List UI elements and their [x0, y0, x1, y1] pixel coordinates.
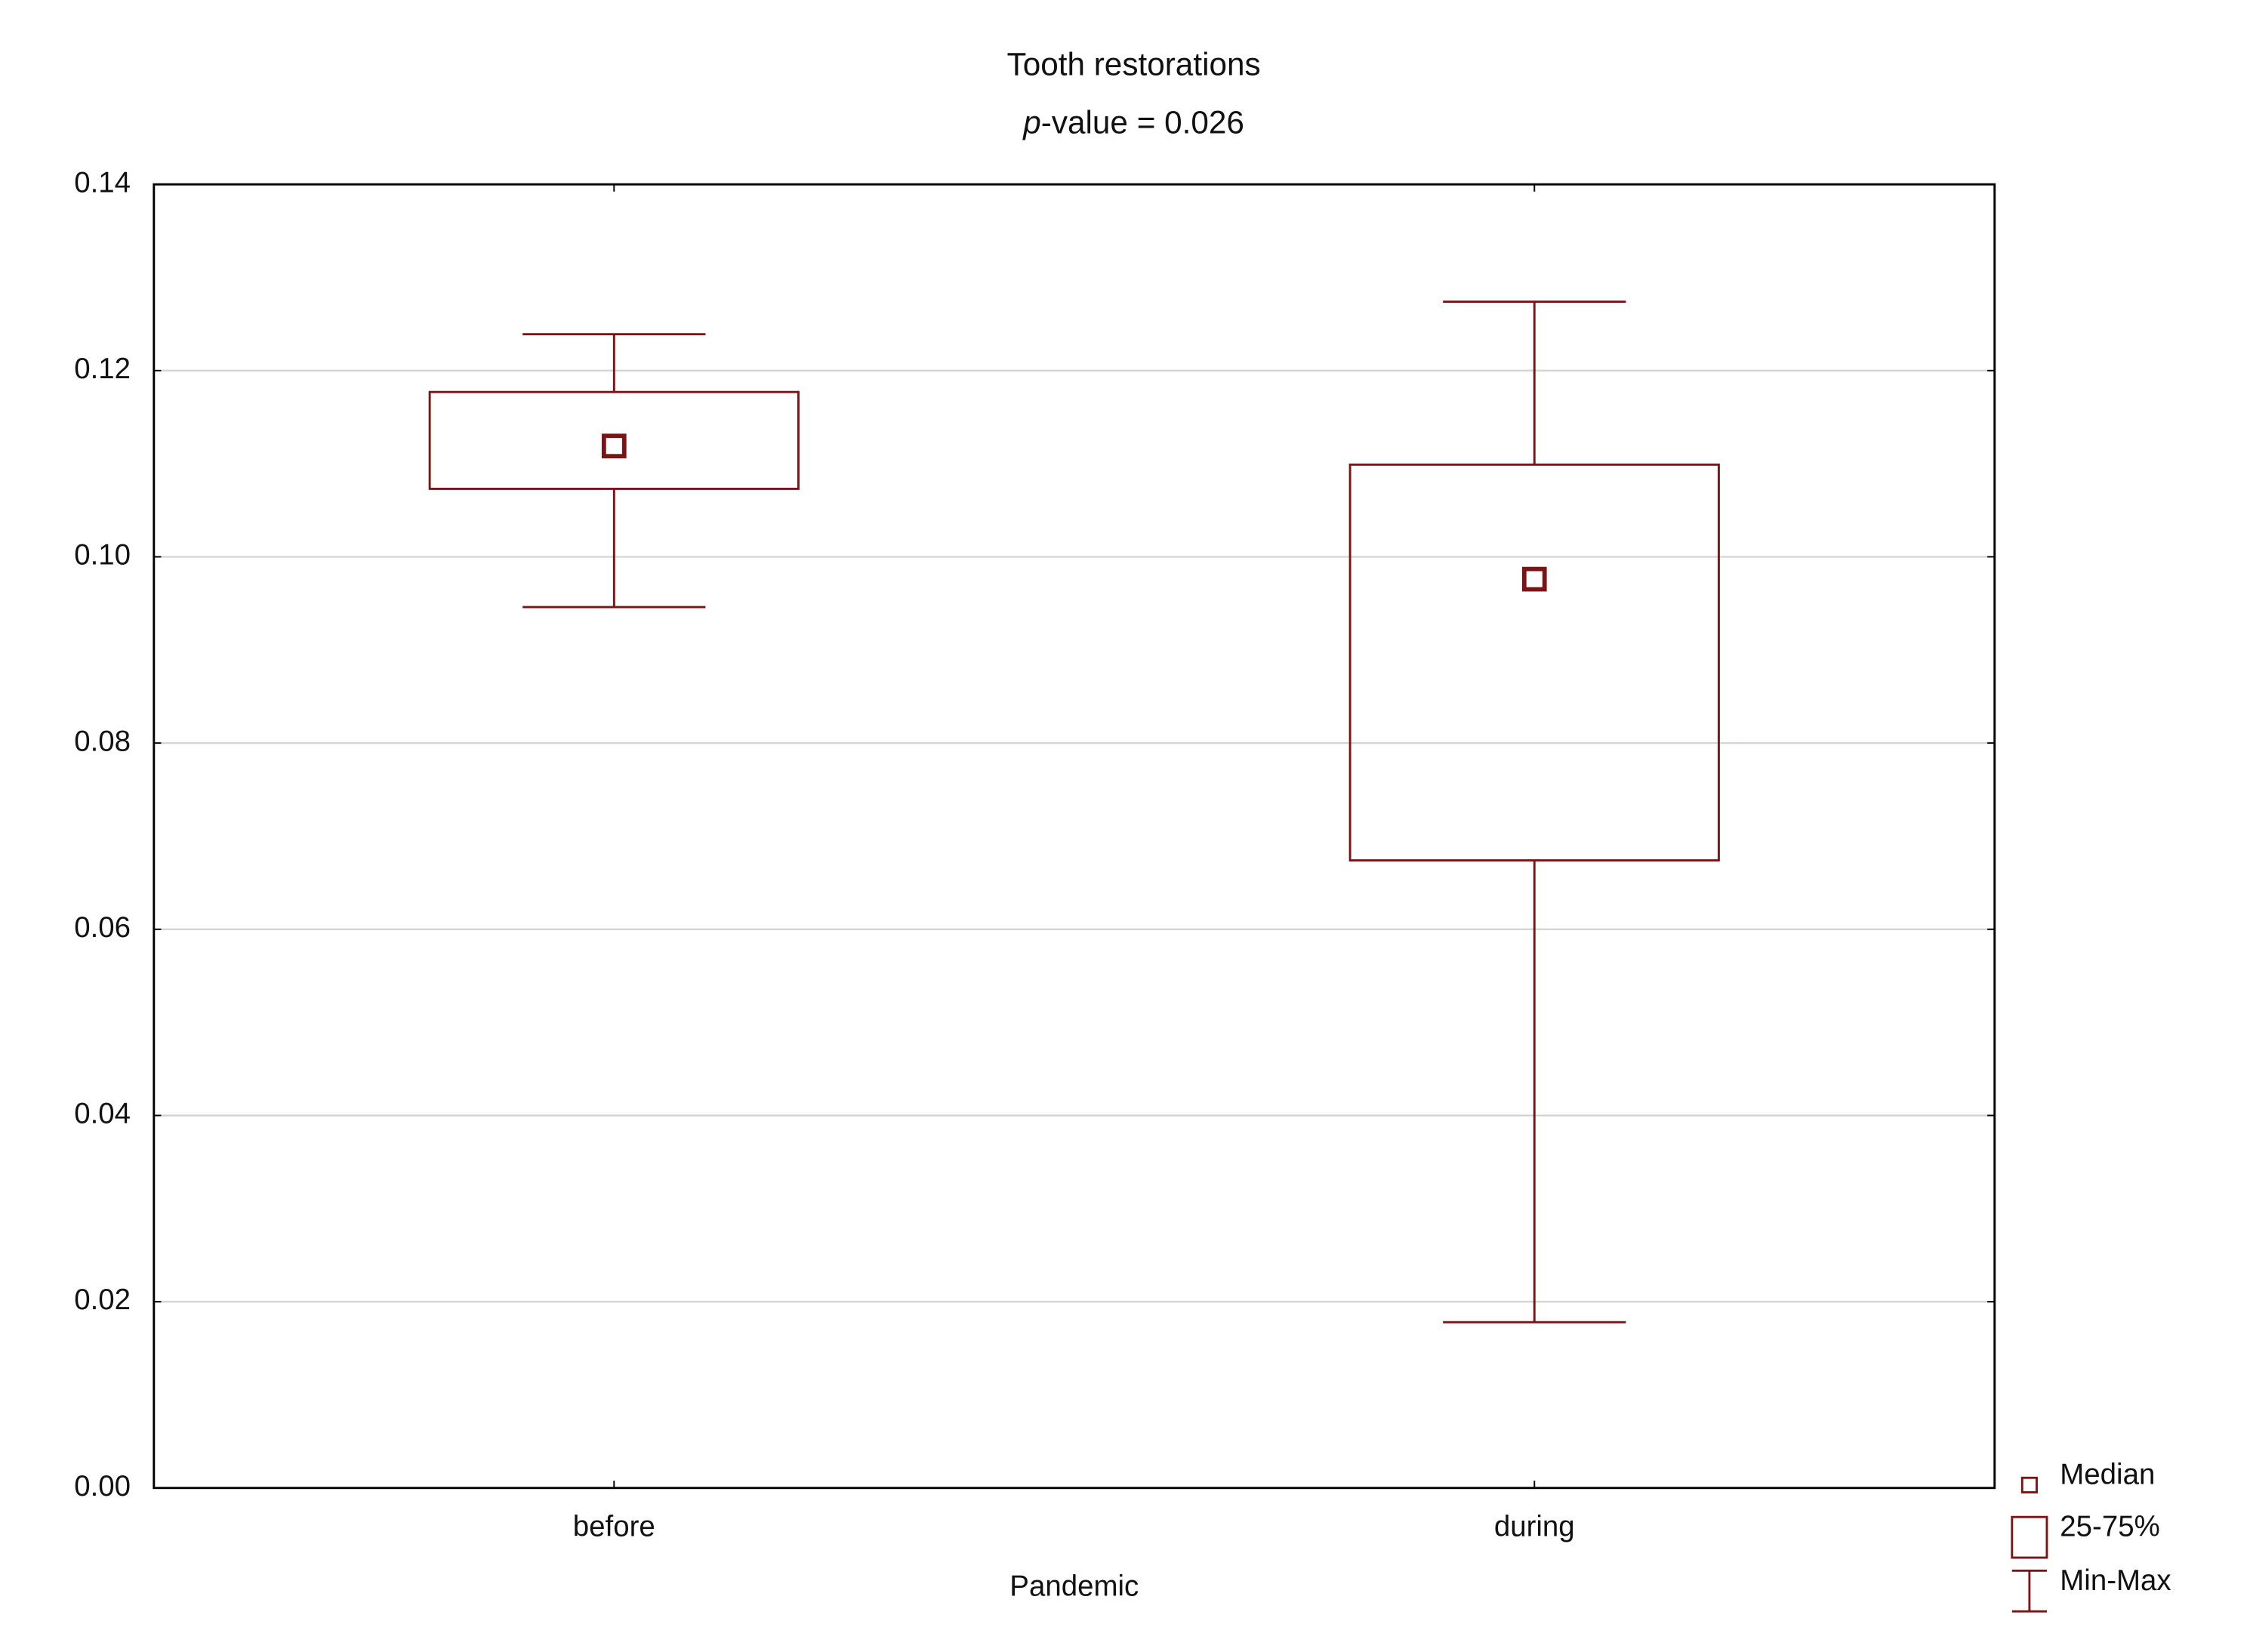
legend-label: Min-Max	[2060, 1564, 2171, 1597]
y-tick-label: 0.02	[74, 1284, 131, 1316]
legend-label: Median	[2060, 1459, 2155, 1491]
y-tick-label: 0.04	[74, 1098, 131, 1130]
legend-label: 25-75%	[2060, 1511, 2160, 1543]
median-marker	[1521, 566, 1547, 592]
box	[1348, 463, 1720, 861]
legend-median-icon	[2020, 1476, 2038, 1493]
y-tick-label: 0.12	[74, 353, 131, 385]
y-tick-label: 0.06	[74, 911, 131, 944]
y-tick-label: 0.14	[74, 166, 131, 199]
x-tick-label: during	[1494, 1511, 1575, 1543]
x-axis-label: Pandemic	[1009, 1570, 1139, 1603]
box	[428, 390, 800, 490]
subtitle-text: -value = 0.026	[1041, 105, 1244, 140]
y-tick-label: 0.00	[74, 1470, 131, 1503]
legend-box-icon	[2011, 1515, 2048, 1559]
subtitle-italic: p	[1022, 105, 1041, 140]
x-tick-label: before	[573, 1511, 655, 1543]
chart-title: Tooth restorations	[1007, 47, 1261, 82]
y-tick-label: 0.08	[74, 725, 131, 757]
plot-frame	[153, 183, 1996, 1490]
y-tick-label: 0.10	[74, 539, 131, 572]
median-marker	[601, 433, 627, 459]
chart-subtitle: p-value = 0.026	[1022, 105, 1244, 140]
